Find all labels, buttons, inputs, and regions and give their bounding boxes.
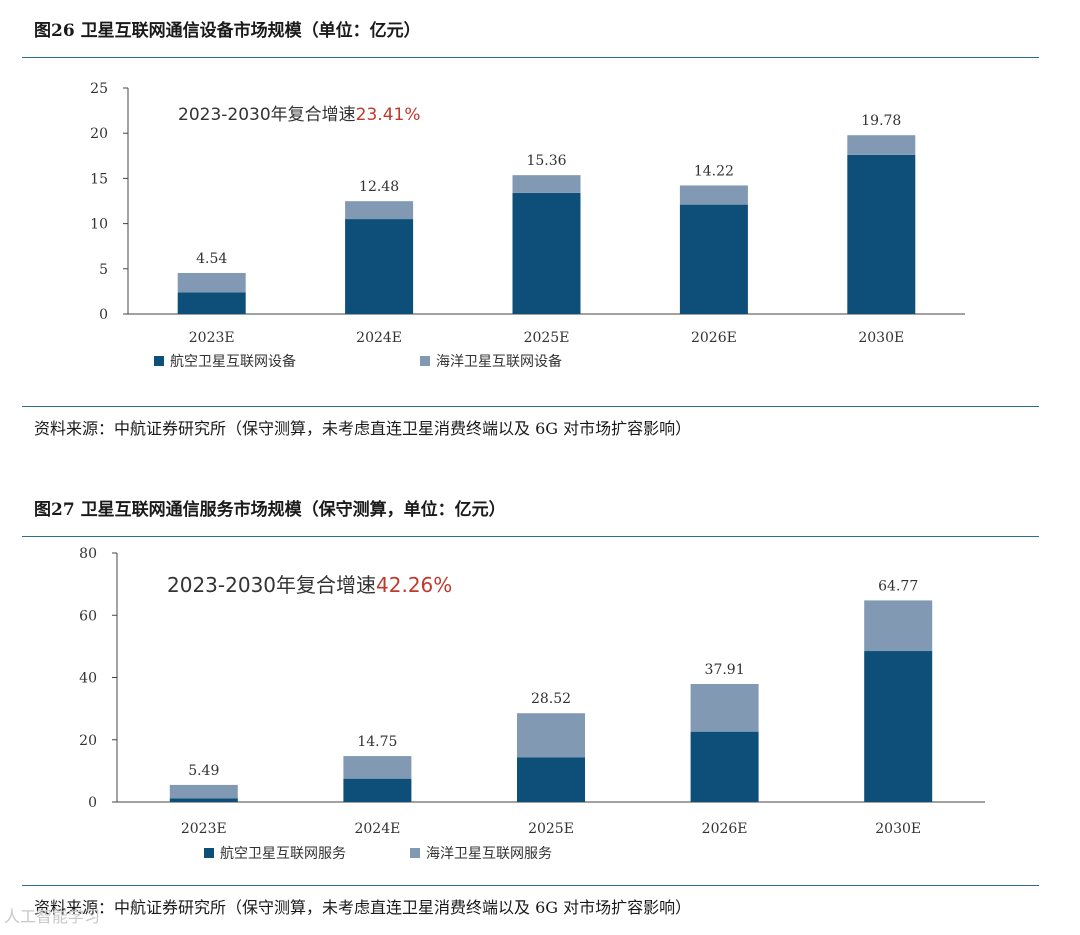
bar-total-label: 15.36 — [526, 153, 566, 169]
bar-segment-dark — [847, 154, 916, 314]
bar-total-label: 12.48 — [359, 179, 399, 195]
y-tick-label: 5 — [99, 262, 108, 278]
cagr-value: 23.41% — [356, 105, 421, 125]
bar-segment-light — [517, 713, 585, 758]
bar-segment-dark — [864, 651, 933, 802]
y-tick-label: 0 — [88, 795, 97, 811]
y-tick-label: 20 — [90, 126, 108, 142]
bar-segment-light — [177, 272, 246, 293]
y-tick-label: 10 — [90, 217, 108, 233]
x-tick-label: 2026E — [691, 330, 737, 346]
bar-segment-dark — [679, 204, 748, 314]
cagr-annotation: 2023-2030年复合增速23.41% — [178, 105, 421, 125]
bar-segment-dark — [517, 757, 585, 802]
bar-total-label: 4.54 — [196, 251, 227, 267]
legend-swatch — [420, 356, 430, 366]
bar-segment-dark — [690, 731, 759, 802]
y-tick-label: 60 — [79, 608, 97, 624]
legend-label: 海洋卫星互联网服务 — [426, 846, 552, 862]
bar-segment-light — [864, 600, 933, 652]
legend-label: 航空卫星互联网设备 — [170, 353, 296, 370]
y-tick-label: 0 — [99, 307, 108, 323]
bar-segment-light — [512, 175, 581, 193]
x-tick-label: 2025E — [524, 330, 570, 346]
bar-segment-dark — [512, 192, 581, 314]
y-tick-label: 20 — [79, 733, 97, 749]
watermark: 人工智能学习 — [4, 907, 101, 926]
divider-line — [22, 536, 1039, 537]
cagr-value: 42.26% — [376, 573, 452, 597]
bar-total-label: 37.91 — [705, 662, 745, 678]
divider-line — [22, 885, 1039, 886]
bar-total-label: 14.75 — [357, 734, 397, 750]
cagr-prefix: 2023-2030年复合增速 — [178, 105, 356, 125]
bar-segment-light — [847, 135, 916, 155]
equipment-market-chart: 0 5 10 15 20 25 4.54 2023E 12.48 2024E 15.36 2025E… — [90, 81, 965, 370]
divider-line — [22, 57, 1039, 58]
bar-segment-dark — [345, 219, 414, 314]
x-tick-label: 2030E — [858, 330, 904, 346]
service-market-chart: 0 20 40 60 80 5.49 2023E 14.75 2024E 28.52 2025E 3… — [79, 546, 985, 862]
cagr-prefix: 2023-2030年复合增速 — [167, 573, 376, 597]
bar-total-label: 64.77 — [878, 578, 918, 594]
y-tick-label: 40 — [79, 671, 97, 687]
bar-total-label: 19.78 — [861, 113, 901, 129]
legend-swatch — [204, 848, 214, 858]
bar-total-label: 28.52 — [531, 691, 571, 707]
source-note: 资料来源：中航证券研究所（保守测算，未考虑直连卫星消费终端以及 6G 对市场扩容… — [34, 419, 692, 438]
bar-segment-light — [343, 756, 412, 779]
x-tick-label: 2024E — [354, 821, 400, 837]
figure-title: 图27 卫星互联网通信服务市场规模（保守测算，单位：亿元） — [34, 500, 506, 520]
x-tick-label: 2023E — [181, 821, 227, 837]
legend-label: 航空卫星互联网服务 — [220, 846, 346, 862]
cagr-annotation: 2023-2030年复合增速42.26% — [167, 573, 452, 597]
y-tick-label: 80 — [79, 546, 97, 562]
bar-total-label: 14.22 — [694, 163, 734, 179]
source-note: 资料来源：中航证券研究所（保守测算，未考虑直连卫星消费终端以及 6G 对市场扩容… — [34, 898, 692, 917]
bar-segment-dark — [169, 798, 238, 802]
figure-title: 图26 卫星互联网通信设备市场规模（单位：亿元） — [34, 21, 421, 41]
bar-segment-light — [679, 185, 748, 205]
bar-segment-dark — [343, 778, 412, 802]
x-tick-label: 2024E — [356, 330, 402, 346]
legend-swatch — [154, 356, 164, 366]
x-tick-label: 2023E — [189, 330, 235, 346]
bar-segment-light — [169, 784, 238, 799]
y-tick-label: 25 — [90, 81, 108, 97]
bar-segment-light — [345, 201, 414, 220]
bar-total-label: 5.49 — [188, 763, 219, 779]
bar-segment-light — [690, 684, 759, 732]
y-tick-label: 15 — [90, 171, 108, 187]
bar-segment-dark — [177, 292, 246, 314]
legend-swatch — [410, 848, 420, 858]
x-tick-label: 2025E — [528, 821, 574, 837]
x-tick-label: 2026E — [702, 821, 748, 837]
divider-line — [22, 406, 1039, 407]
legend-label: 海洋卫星互联网设备 — [436, 353, 562, 370]
x-tick-label: 2030E — [875, 821, 921, 837]
